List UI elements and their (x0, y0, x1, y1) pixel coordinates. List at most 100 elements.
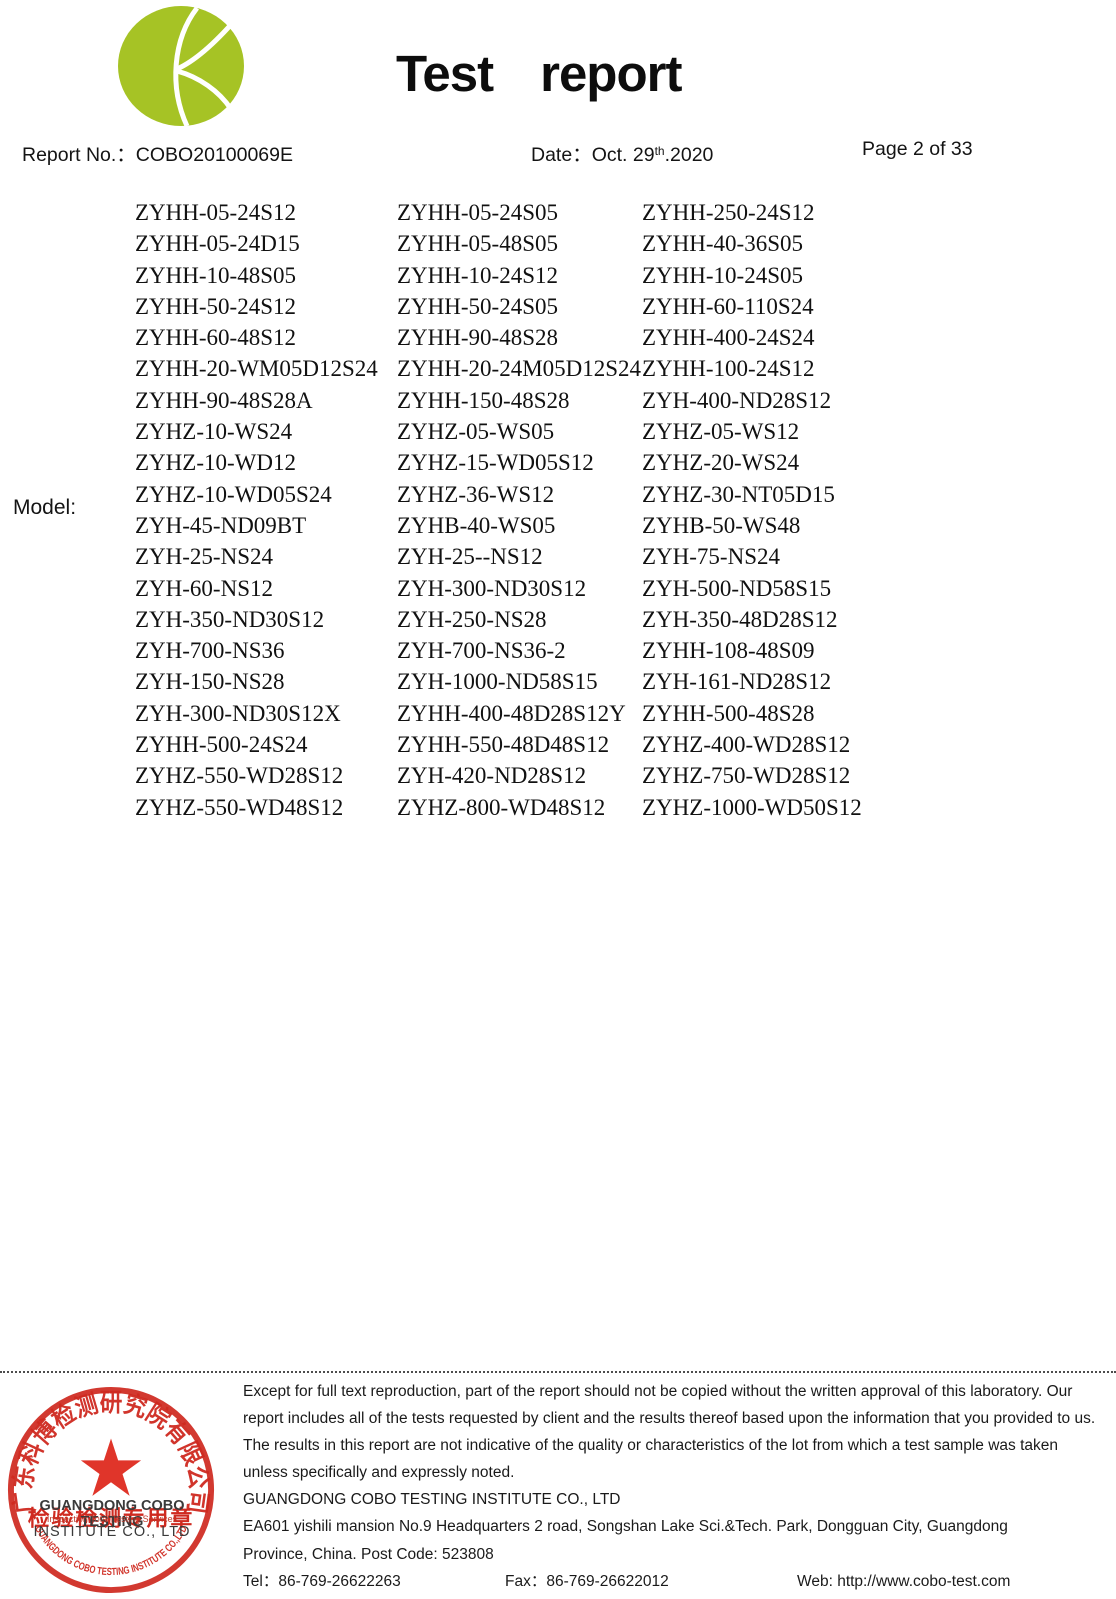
model-cell: ZYH-700-NS36 (135, 638, 285, 664)
model-cell: ZYHZ-550-WD48S12 (135, 794, 344, 820)
disclaimer-line: report includes all of the tests request… (243, 1410, 1096, 1428)
model-cell: ZYHZ-05-WS12 (642, 419, 800, 445)
model-cell: ZYHH-05-24S12 (135, 200, 296, 225)
title-word-test: Test (396, 45, 494, 102)
company-name: GUANGDONG COBO TESTING INSTITUTE CO., LT… (243, 1491, 621, 1509)
company-address-line1: EA601 yishili mansion No.9 Headquarters … (243, 1518, 1008, 1536)
model-cell: ZYHH-10-48S05 (135, 262, 296, 288)
disclaimer: Except for full text reproduction, part … (243, 1378, 1115, 1486)
model-cell: ZYH-75-NS24 (642, 544, 780, 570)
fax: Fax：86-769-26622012 (505, 1568, 669, 1595)
model-cell: ZYHH-500-48S28 (642, 700, 815, 726)
model-cell: ZYHZ-750-WD28S12 (642, 763, 851, 789)
model-label: Model: (13, 496, 77, 519)
report-number-value: COBO20100069E (135, 144, 293, 166)
title-word-report: report (540, 45, 682, 102)
report-number-label: Report No.： (22, 144, 136, 166)
model-cell: ZYHZ-1000-WD50S12 (642, 794, 862, 820)
report-meta-row: Report No.：COBO20100069E Date：Oct. 29th.… (0, 138, 1116, 168)
model-grid: ZYHH-05-24S12 ZYHH-05-24S05 ZYHH-250-24S12… (135, 200, 902, 826)
stamped-company-subtext: Inspection Total Testing Services (46, 1514, 178, 1524)
fax-label: Fax： (505, 1572, 547, 1590)
model-cell: ZYHH-10-24S05 (642, 262, 803, 288)
date-day: Oct. 29 (591, 144, 655, 166)
model-cell: ZYH-60-NS12 (135, 575, 273, 601)
website: Web: http://www.cobo-test.com (797, 1568, 1010, 1595)
stamped-company-line2: INSTITUTE CO., LTD (33, 1524, 191, 1540)
model-cell: ZYHH-500-24S24 (135, 732, 308, 758)
model-cell: ZYHH-60-110S24 (642, 293, 814, 319)
disclaimer-line: The results in this report are not indic… (243, 1437, 1058, 1455)
model-cell: ZYHH-50-24S05 (397, 293, 558, 319)
footer-divider (0, 1371, 1116, 1373)
page-title: Test report (396, 44, 682, 103)
tel-value: 86-769-26622263 (278, 1572, 401, 1590)
model-cell: ZYHH-20-24M05D12S24 (397, 356, 642, 382)
model-cell: ZYHH-05-24D15 (135, 231, 300, 257)
model-cell: ZYHH-20-WM05D12S24 (135, 356, 378, 382)
web-value: http://www.cobo-test.com (837, 1572, 1011, 1590)
model-cell: ZYH-420-ND28S12 (397, 763, 587, 789)
model-cell: ZYH-250-NS28 (397, 606, 547, 632)
model-cell: ZYHH-40-36S05 (642, 231, 803, 257)
date-label: Date： (531, 144, 592, 166)
model-cell: ZYHZ-20-WS24 (642, 450, 800, 476)
model-cell: ZYHH-10-24S12 (397, 262, 558, 288)
model-cell: ZYHH-400-24S24 (642, 325, 815, 351)
model-cell: ZYHH-60-48S12 (135, 325, 296, 351)
model-cell: ZYHZ-30-NT05D15 (642, 481, 835, 507)
web-label: Web: (797, 1572, 838, 1590)
model-cell: ZYH-350-48D28S12 (642, 606, 838, 632)
model-cell: ZYHH-550-48D48S12 (397, 732, 610, 758)
disclaimer-line: Except for full text reproduction, part … (243, 1383, 1073, 1400)
disclaimer-line: unless specifically and expressly noted. (243, 1464, 515, 1482)
model-cell: ZYHZ-550-WD28S12 (135, 763, 344, 789)
model-cell: ZYHH-108-48S09 (642, 638, 815, 664)
model-cell: ZYH-350-ND30S12 (135, 606, 325, 632)
model-cell: ZYH-1000-ND58S15 (397, 669, 598, 695)
model-cell: ZYHH-05-24S05 (397, 200, 558, 225)
stamped-company-line1: GUANGDONG COBO TESTING (39, 1498, 185, 1530)
model-cell: ZYHZ-36-WS12 (397, 481, 555, 507)
telephone: Tel：86-769-26622263 (243, 1568, 401, 1595)
page-indicator: Page 2 of 33 (862, 138, 973, 160)
stamp-seal-purpose-text: 检验检测专用章 (28, 1506, 194, 1531)
fax-value: 86-769-26622012 (546, 1572, 669, 1590)
stamp-star-icon (80, 1438, 142, 1496)
model-cell: ZYHZ-800-WD48S12 (397, 794, 606, 820)
model-cell: ZYHH-90-48S28 (397, 325, 558, 351)
model-cell: ZYHH-50-24S12 (135, 293, 296, 319)
model-cell: ZYH-500-ND58S15 (642, 575, 832, 601)
company-seal-stamp: 广东科博检测研究院有限公司 检验检测专用章 GUANGDONG COBO TES… (2, 1381, 220, 1599)
report-date: Date：Oct. 29th.2020 (531, 138, 713, 167)
model-cell: ZYHZ-10-WD05S24 (135, 481, 332, 507)
model-cell: ZYH-400-ND28S12 (642, 387, 832, 413)
model-cell: ZYHH-400-48D28S12Y (397, 700, 626, 726)
model-cell: ZYHZ-10-WD12 (135, 450, 296, 476)
footer-text-block: Except for full text reproduction, part … (243, 1378, 1115, 1595)
model-cell: ZYHH-250-24S12 (642, 200, 815, 225)
model-cell: ZYHB-40-WS05 (397, 512, 556, 538)
contact-row: Tel：86-769-26622263 Fax：86-769-26622012 … (243, 1568, 1115, 1595)
model-cell: ZYH-300-ND30S12 (397, 575, 587, 601)
model-cell: ZYH-45-ND09BT (135, 512, 307, 538)
cobo-logo-icon (117, 5, 247, 129)
model-cell: ZYH-25-NS24 (135, 544, 273, 570)
company-address-line2: Province, China. Post Code: 523808 (243, 1545, 494, 1563)
tel-label: Tel： (243, 1572, 279, 1590)
model-cell: ZYH-150-NS28 (135, 669, 285, 695)
model-cell: ZYHH-150-48S28 (397, 387, 570, 413)
model-cell: ZYHZ-10-WS24 (135, 419, 293, 445)
model-cell: ZYHZ-05-WS05 (397, 419, 555, 445)
date-year: .2020 (664, 144, 714, 166)
report-number: Report No.：COBO20100069E (22, 138, 293, 167)
model-cell: ZYH-161-ND28S12 (642, 669, 832, 695)
model-cell: ZYHH-90-48S28A (135, 387, 313, 413)
model-cell: ZYH-300-ND30S12X (135, 700, 341, 726)
model-cell: ZYHH-05-48S05 (397, 231, 558, 257)
model-cell: ZYHB-50-WS48 (642, 512, 801, 538)
model-cell: ZYHZ-15-WD05S12 (397, 450, 594, 476)
model-cell: ZYHH-100-24S12 (642, 356, 815, 382)
date-ordinal: th (654, 144, 665, 158)
